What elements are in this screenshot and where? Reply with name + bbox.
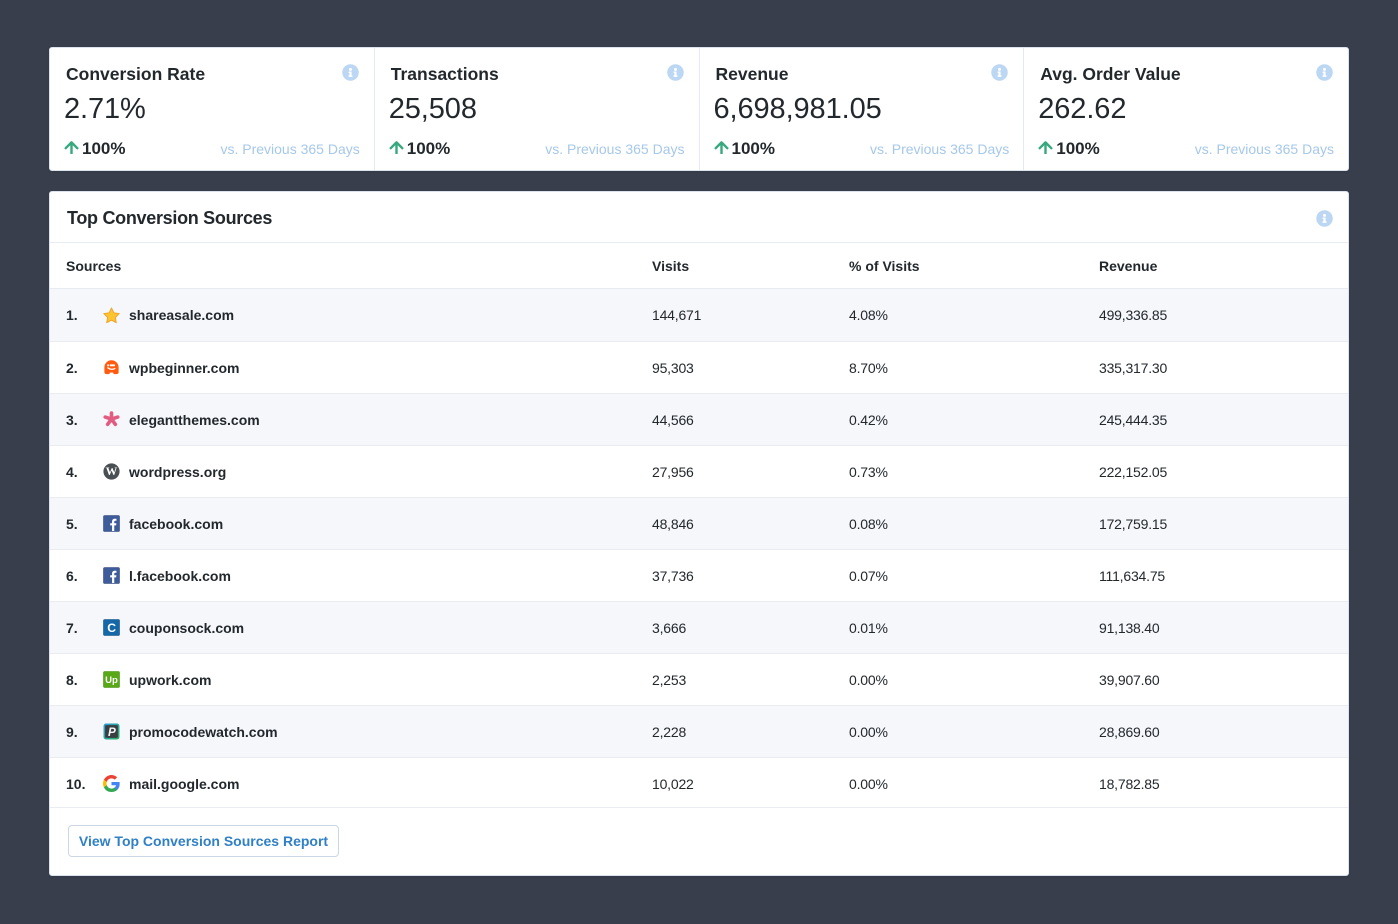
svg-text:W: W [106, 465, 118, 478]
svg-text:Up: Up [105, 675, 118, 686]
svg-text:C: C [107, 621, 116, 635]
svg-text:P: P [108, 726, 116, 739]
